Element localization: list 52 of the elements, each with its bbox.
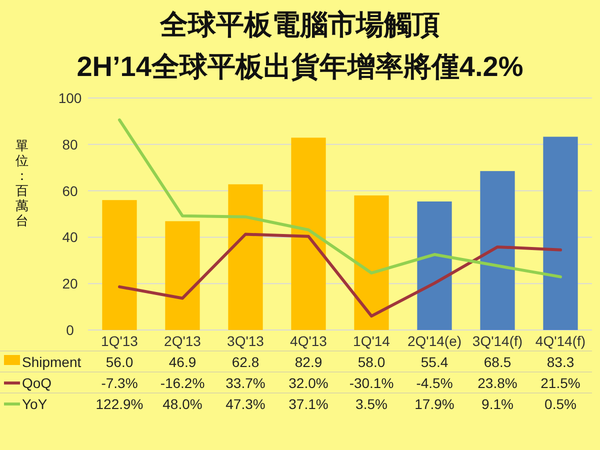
data-label: 48.0%	[162, 396, 202, 412]
legend-label: Shipment	[22, 354, 82, 370]
chart-subtitle: 2H’14全球平板出貨年增率將僅4.2%	[76, 51, 524, 82]
data-label: 23.8%	[478, 375, 518, 391]
bar	[417, 201, 452, 330]
y-tick-label: 100	[58, 90, 82, 106]
x-tick-label: 3Q'14(f)	[472, 333, 523, 349]
data-label: 21.5%	[540, 375, 580, 391]
data-label: -7.3%	[101, 375, 138, 391]
x-tick-label: 2Q'13	[164, 333, 202, 349]
data-label: 32.0%	[288, 375, 328, 391]
legend-label: QoQ	[22, 375, 52, 391]
data-label: -16.2%	[160, 375, 205, 391]
data-label: -30.1%	[349, 375, 394, 391]
y-axis-title: 單位：百萬台	[16, 138, 28, 228]
bar	[165, 221, 200, 330]
x-tick-label: 4Q'14(f)	[535, 333, 586, 349]
data-label: 68.5	[484, 354, 512, 370]
y-tick-label: 60	[62, 182, 78, 199]
data-label: 46.9	[168, 354, 196, 370]
x-tick-label: 1Q'13	[101, 333, 138, 349]
data-label: 62.8	[232, 354, 260, 370]
bar	[228, 184, 263, 330]
bar	[480, 171, 515, 330]
y-tick-label: 80	[62, 136, 78, 152]
bar	[291, 138, 326, 330]
data-label: 122.9%	[96, 396, 144, 412]
data-label: 83.3	[546, 354, 574, 370]
data-label: 58.0	[358, 354, 386, 370]
bar	[354, 195, 389, 330]
data-label: 47.3%	[226, 396, 266, 412]
data-label: 37.1%	[288, 396, 328, 412]
y-tick-label: 0	[66, 322, 74, 338]
data-label: 55.4	[420, 354, 448, 370]
data-label: 33.7%	[226, 375, 266, 391]
data-label: 0.5%	[544, 396, 576, 412]
data-label: -4.5%	[416, 375, 453, 391]
data-label: 17.9%	[414, 396, 454, 412]
data-label: 3.5%	[356, 396, 388, 412]
data-label: 82.9	[294, 354, 322, 370]
bar	[102, 200, 137, 330]
y-tick-label: 20	[62, 276, 78, 292]
data-label: 56.0	[106, 354, 134, 370]
legend-label: YoY	[22, 396, 48, 412]
y-tick-label: 40	[62, 229, 78, 246]
x-tick-label: 4Q'13	[290, 333, 328, 349]
x-tick-label: 2Q'14(e)	[407, 333, 462, 349]
x-tick-label: 1Q'14	[353, 333, 390, 349]
x-tick-label: 3Q'13	[227, 333, 264, 349]
data-label: 9.1%	[482, 396, 514, 412]
chart-title: 全球平板電腦市場觸頂	[159, 9, 440, 40]
bar	[543, 136, 578, 330]
